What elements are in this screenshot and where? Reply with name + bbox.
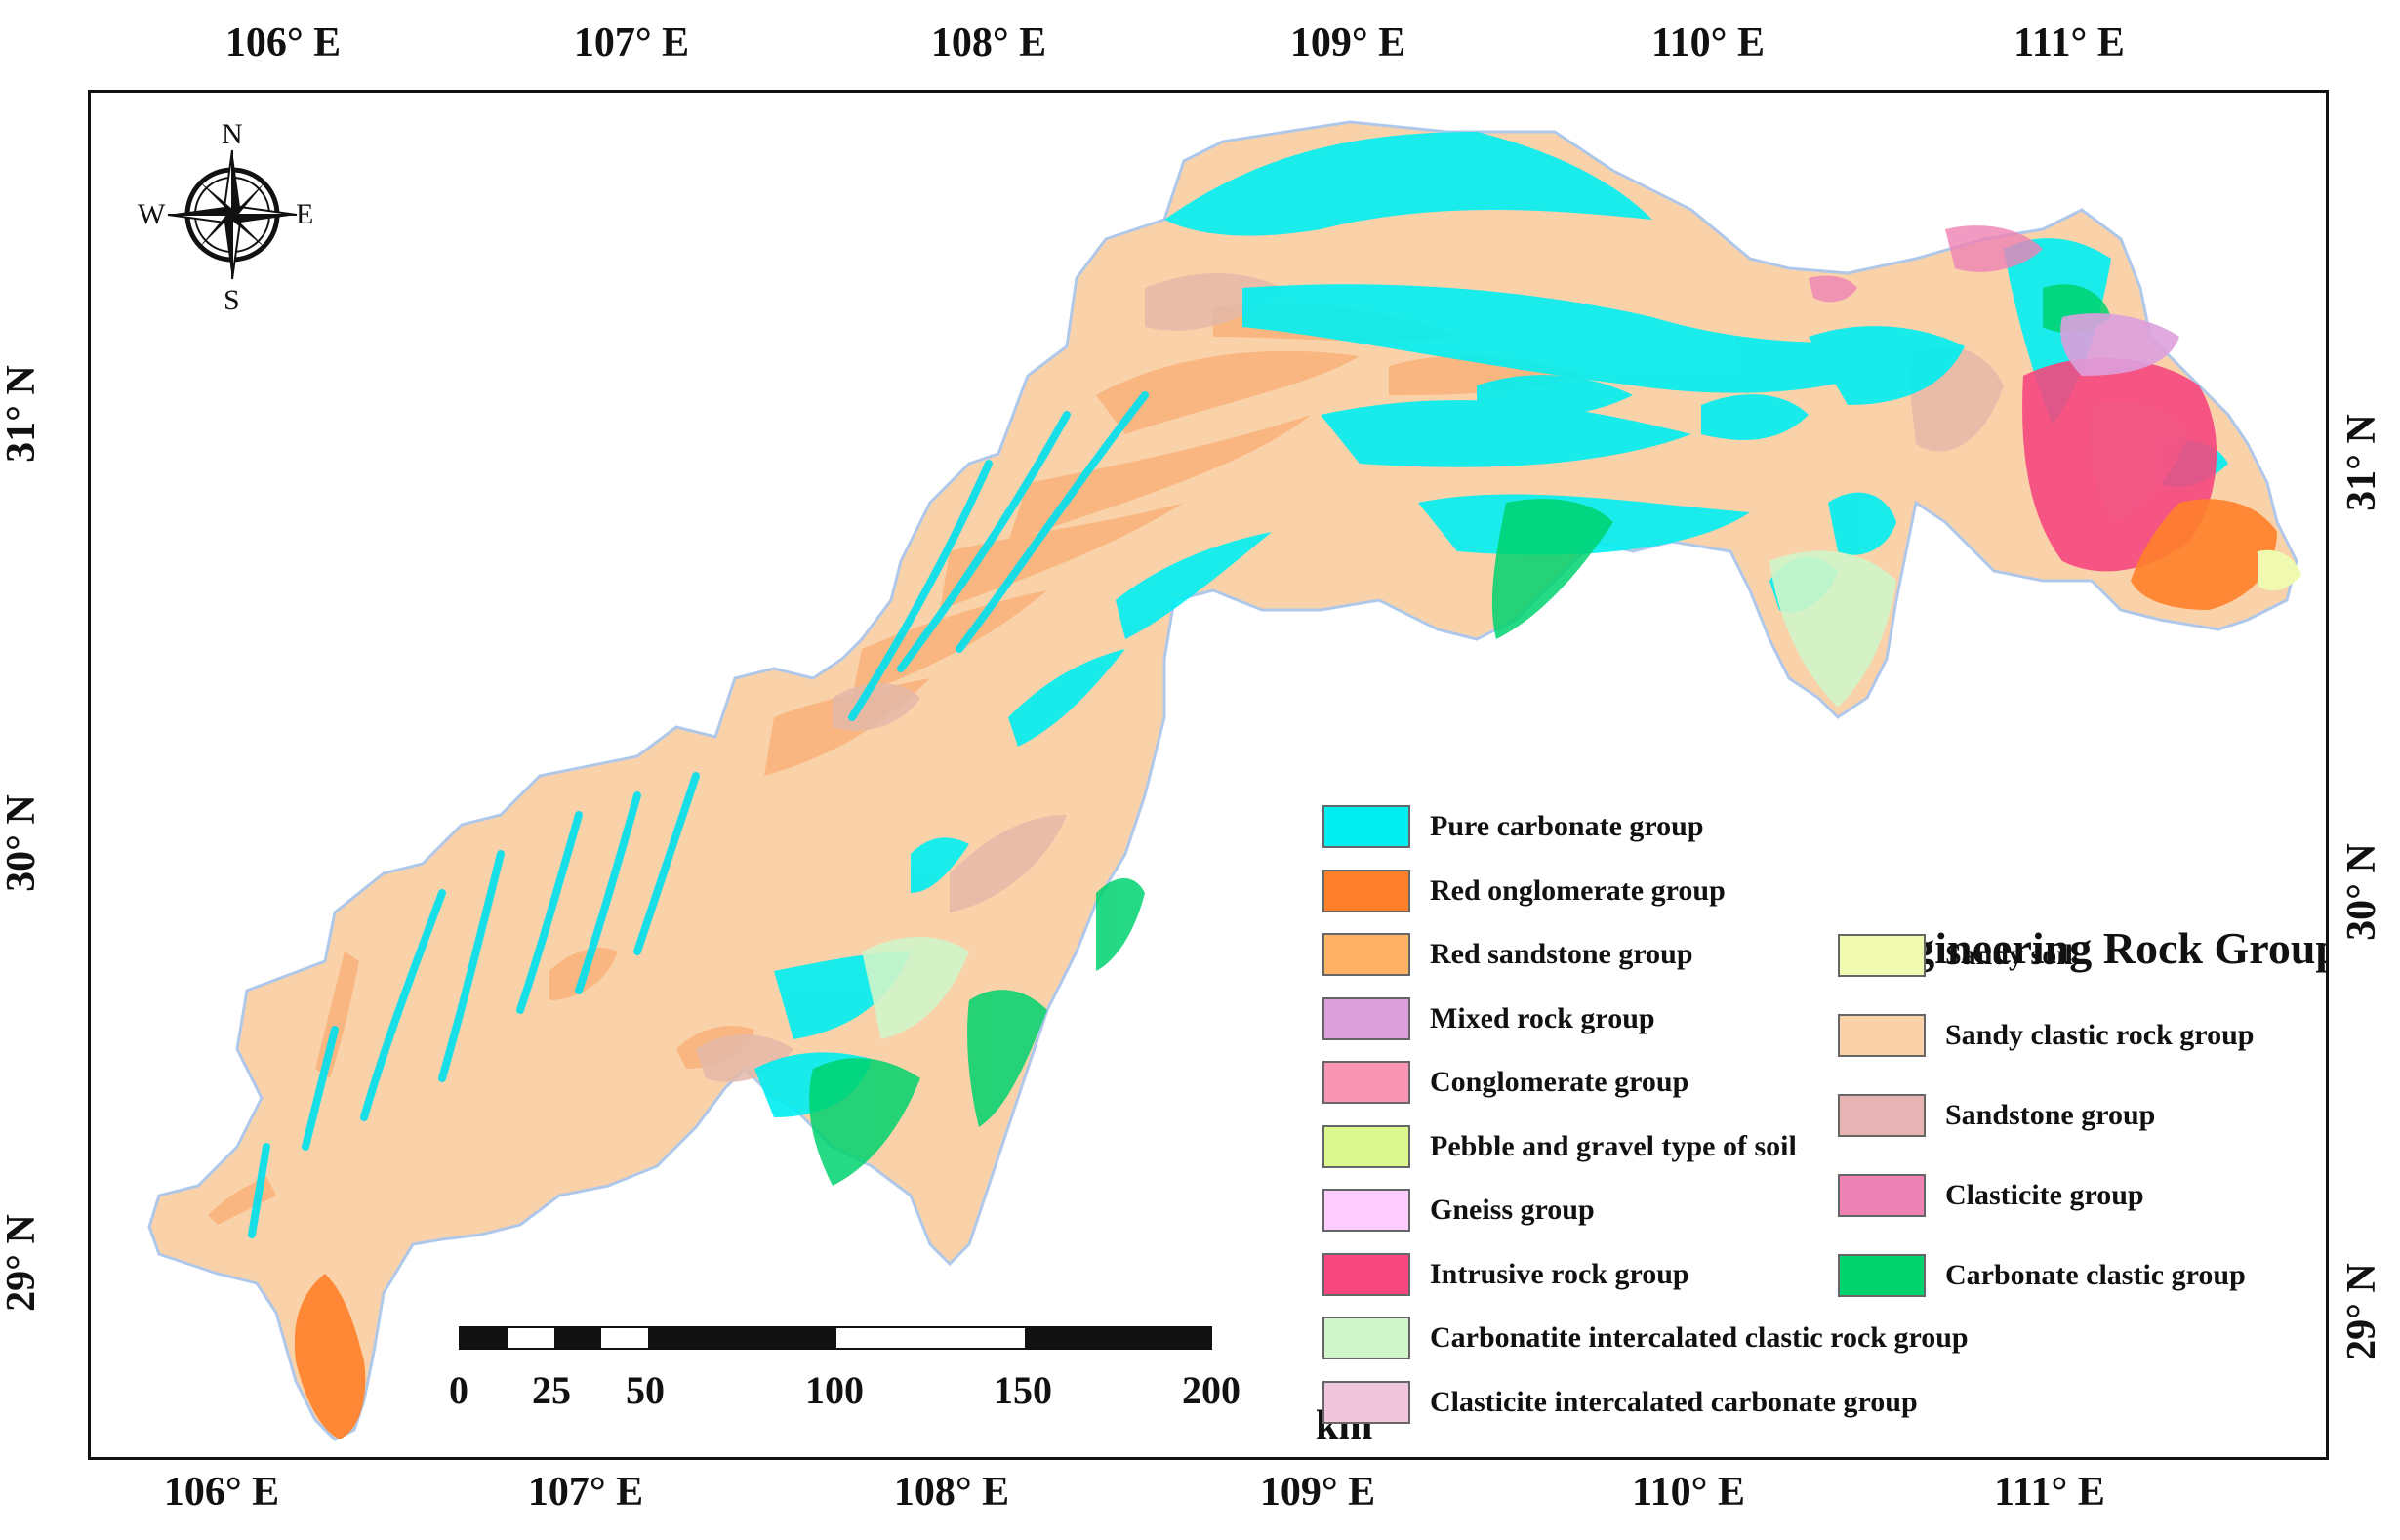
top-tick-label: 110° E [1651, 20, 1765, 65]
left-tick-label: 30° N [0, 794, 44, 892]
legend-label: Intrusive rock group [1430, 1257, 1689, 1290]
legend-label: Clasticite intercalated carbonate group [1430, 1385, 1918, 1418]
legend-swatch [1322, 1317, 1410, 1359]
bottom-tick-label: 111° E [1994, 1470, 2105, 1515]
legend-item: Intrusive rock group [1322, 1252, 1689, 1296]
legend-label: Red sandstone group [1430, 938, 1693, 970]
map-canvas [147, 120, 2301, 1441]
legend-swatch [1322, 1189, 1410, 1232]
scale-label-25: 25 [532, 1368, 571, 1412]
map-frame: N S E W km 0 25 50 100 150 200 Engineeri… [88, 90, 2329, 1460]
right-tick-label: 30° N [2339, 843, 2384, 941]
legend-label: Gneiss group [1430, 1194, 1595, 1226]
bottom-tick-label: 110° E [1632, 1470, 1745, 1515]
compass-south: S [224, 284, 240, 316]
legend-label: Carbonatite intercalated clastic rock gr… [1430, 1321, 1969, 1354]
legend-item: Sandy clastic rock group [1838, 1014, 2254, 1057]
legend-item: Pebble and gravel type of soil [1322, 1124, 1797, 1168]
compass-north: N [222, 118, 243, 150]
bottom-tick-label: 108° E [893, 1470, 1010, 1515]
top-tick-label: 108° E [930, 20, 1047, 65]
scale-label-150: 150 [994, 1368, 1052, 1412]
legend-item: Sandstone group [1838, 1094, 2155, 1137]
legend-title: Engineering Rock Group [1857, 923, 2329, 973]
legend-label: Red onglomerate group [1430, 873, 1726, 907]
legend-swatch [1838, 1254, 1926, 1297]
legend-swatch [1838, 934, 1926, 977]
region-base [147, 120, 2298, 1441]
legend-swatch [1322, 1252, 1410, 1296]
bottom-tick-label: 106° E [163, 1470, 280, 1515]
legend-label: Clasticite group [1945, 1179, 2144, 1211]
legend-swatch [1322, 1380, 1410, 1424]
legend-item: Carbonatite intercalated clastic rock gr… [1322, 1317, 1969, 1359]
scale-bar [459, 1326, 1212, 1350]
legend-item: Gneiss group [1322, 1189, 1595, 1232]
compass-west: W [138, 198, 166, 230]
bottom-tick-label: 107° E [527, 1470, 644, 1515]
scale-label-100: 100 [805, 1368, 864, 1412]
right-tick-label: 31° N [2339, 414, 2384, 511]
legend-label: Mixed rock group [1430, 1001, 1655, 1034]
legend-swatch [1322, 1124, 1410, 1168]
legend-item: Red sandstone group [1322, 933, 1693, 976]
bottom-tick-label: 109° E [1259, 1470, 1376, 1515]
legend-item: Red onglomerate group [1322, 869, 1726, 912]
legend-swatch [1838, 1094, 1926, 1137]
top-tick-label: 109° E [1289, 20, 1406, 65]
legend-item: Mixed rock group [1322, 996, 1655, 1040]
legend-swatch [1322, 869, 1410, 912]
legend-label: Carbonate clastic group [1945, 1259, 2246, 1291]
left-tick-label: 29° N [0, 1214, 44, 1312]
legend-label: Pure carbonate group [1430, 810, 1704, 842]
legend-label: Pebble and gravel type of soil [1430, 1129, 1797, 1162]
legend-item: Clasticite group [1838, 1174, 2144, 1217]
legend-swatch [1838, 1174, 1926, 1217]
legend-item: Pure carbonate group [1322, 805, 1704, 848]
legend-swatch [1322, 996, 1410, 1040]
legend-swatch [1838, 1014, 1926, 1057]
legend-item: Sandy soil [1838, 934, 2073, 977]
legend-label: Sandstone group [1945, 1099, 2156, 1131]
legend-label: Sandy clastic rock group [1945, 1019, 2255, 1051]
compass-rose-icon [167, 149, 298, 280]
top-tick-label: 111° E [2014, 20, 2125, 65]
top-tick-label: 106° E [224, 20, 342, 65]
scale-label-200: 200 [1182, 1368, 1241, 1412]
scale-label-50: 50 [626, 1368, 665, 1412]
compass-east: E [296, 198, 314, 230]
legend-item: Clasticite intercalated carbonate group [1322, 1380, 1918, 1424]
legend-label: Conglomerate group [1430, 1066, 1689, 1098]
left-tick-label: 31° N [0, 365, 44, 463]
legend-label: Sandy soil [1945, 939, 2073, 971]
top-tick-label: 107° E [573, 20, 690, 65]
legend-item: Conglomerate group [1322, 1061, 1688, 1104]
legend-swatch [1322, 805, 1410, 848]
legend-swatch [1322, 1061, 1410, 1104]
legend-item: Carbonate clastic group [1838, 1254, 2246, 1297]
legend-swatch [1322, 933, 1410, 976]
scale-label-0: 0 [449, 1368, 468, 1412]
right-tick-label: 29° N [2339, 1263, 2384, 1360]
